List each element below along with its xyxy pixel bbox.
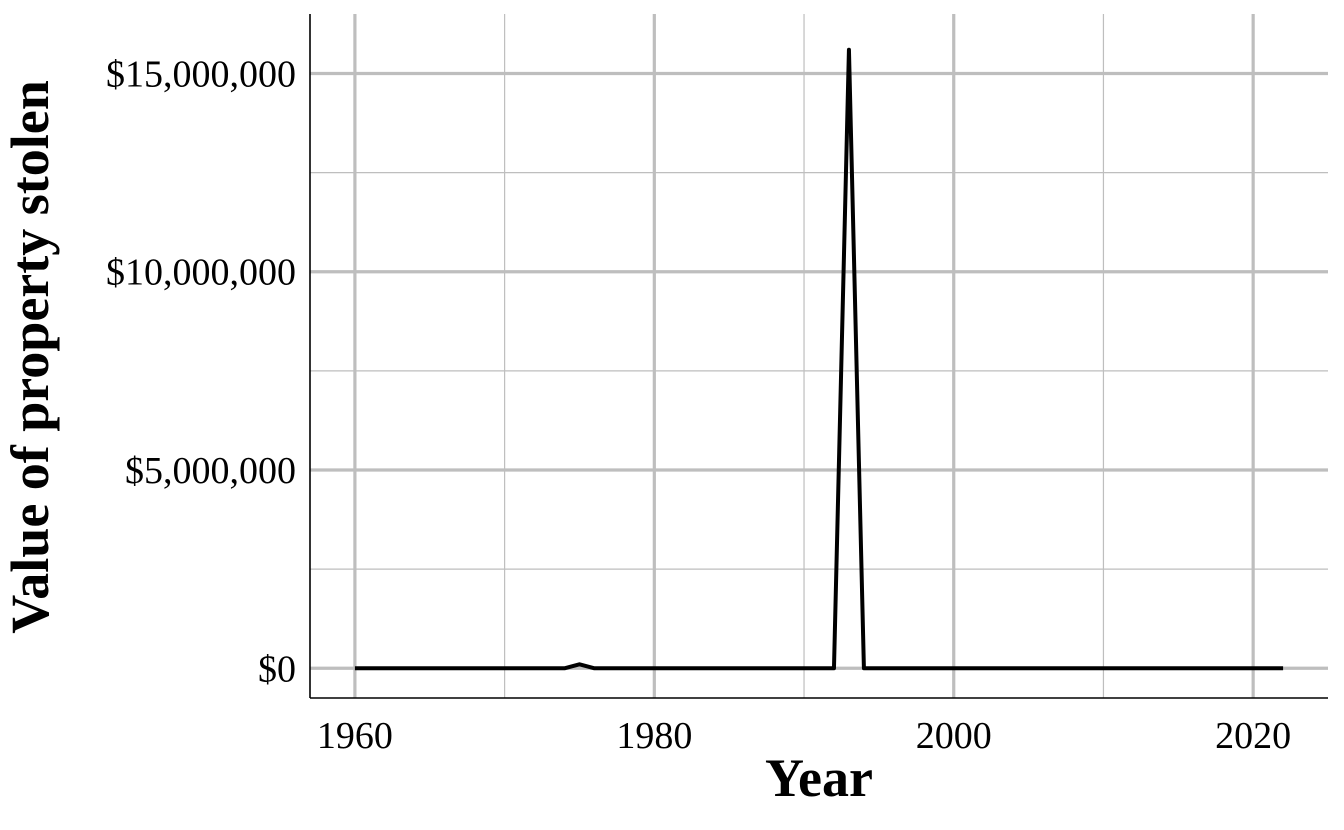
series-layer <box>354 47 1284 671</box>
x-tick-labels: 1960 1980 2000 2020 <box>317 715 1291 757</box>
minor-gridlines <box>310 14 1328 698</box>
y-tick-label: $15,000,000 <box>106 53 296 95</box>
y-tick-label: $5,000,000 <box>125 450 296 492</box>
y-tick-label: $10,000,000 <box>106 252 296 294</box>
y-tick-label: $0 <box>258 648 296 690</box>
axis-lines <box>309 14 1328 699</box>
y-axis-title: Value of property stolen <box>0 80 60 634</box>
y-tick-labels: $0 $5,000,000 $10,000,000 $15,000,000 <box>106 53 296 690</box>
x-axis-title: Year <box>765 748 873 808</box>
x-tick-label: 2000 <box>916 715 992 757</box>
x-tick-label: 1980 <box>616 715 692 757</box>
x-tick-label: 2020 <box>1215 715 1291 757</box>
x-tick-label: 1960 <box>317 715 393 757</box>
series-line <box>354 47 1284 671</box>
major-gridlines <box>310 14 1328 698</box>
